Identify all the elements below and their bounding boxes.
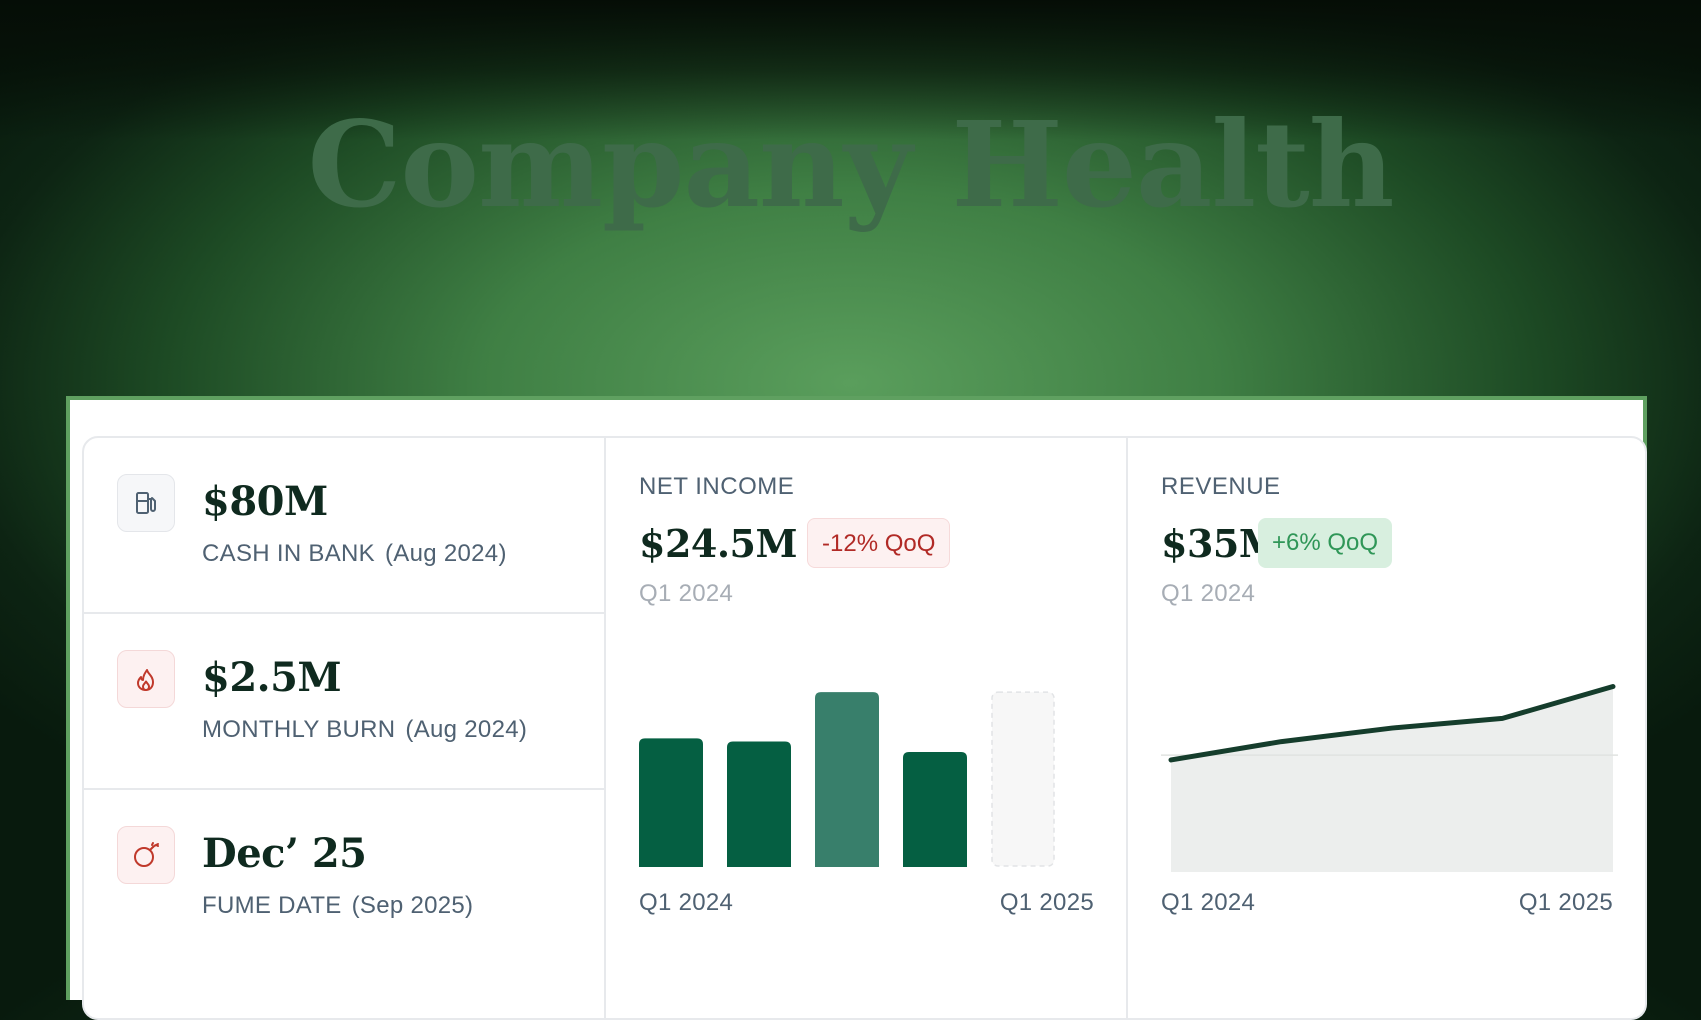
net-income-x-start: Q1 2024 [639,888,733,918]
cash-in-bank-label: CASH IN BANK [202,540,375,567]
flame-icon [117,650,175,708]
monthly-burn-period: (Aug 2024) [405,716,527,743]
net-income-panel: NET INCOME $24.5M -12% QoQ Q1 2024 Q1 20… [606,438,1128,1018]
revenue-x-end: Q1 2025 [1519,888,1613,918]
cash-in-bank-value: $80M [202,478,328,526]
net-income-x-end: Q1 2025 [1000,888,1094,918]
fuel-pump-icon [117,474,175,532]
monthly-burn-value: $2.5M [202,654,341,702]
fume-date-label: FUME DATE [202,892,342,919]
fume-date-period: (Sep 2025) [352,892,474,919]
revenue-area-chart [1128,438,1645,1018]
fume-date-caption: FUME DATE (Sep 2025) [202,891,473,921]
bomb-icon [117,826,175,884]
fume-date-stat: Dec’ 25 FUME DATE (Sep 2025) [84,790,604,964]
health-card: $80M CASH IN BANK (Aug 2024) $2.5M MONTHL… [82,436,1647,1020]
net-income-bar[interactable] [639,738,703,867]
net-income-bar[interactable] [815,692,879,867]
revenue-area-fill [1171,687,1613,872]
net-income-bar-chart [606,438,1126,1018]
bar-placeholder [992,692,1054,866]
fume-date-value: Dec’ 25 [202,830,367,878]
cash-in-bank-caption: CASH IN BANK (Aug 2024) [202,539,507,569]
page-title: Company Health [0,95,1701,235]
dashboard-frame: $80M CASH IN BANK (Aug 2024) $2.5M MONTHL… [66,396,1647,1000]
monthly-burn-stat: $2.5M MONTHLY BURN (Aug 2024) [84,614,604,790]
net-income-bar[interactable] [903,752,967,867]
monthly-burn-label: MONTHLY BURN [202,716,395,743]
stats-column: $80M CASH IN BANK (Aug 2024) $2.5M MONTHL… [84,438,606,1018]
revenue-panel: REVENUE $35M +6% QoQ Q1 2024 Q1 2024 Q1 … [1128,438,1645,1018]
net-income-bar[interactable] [727,742,791,867]
cash-in-bank-stat: $80M CASH IN BANK (Aug 2024) [84,438,604,614]
revenue-x-start: Q1 2024 [1161,888,1255,918]
monthly-burn-caption: MONTHLY BURN (Aug 2024) [202,715,527,745]
cash-in-bank-period: (Aug 2024) [385,540,507,567]
